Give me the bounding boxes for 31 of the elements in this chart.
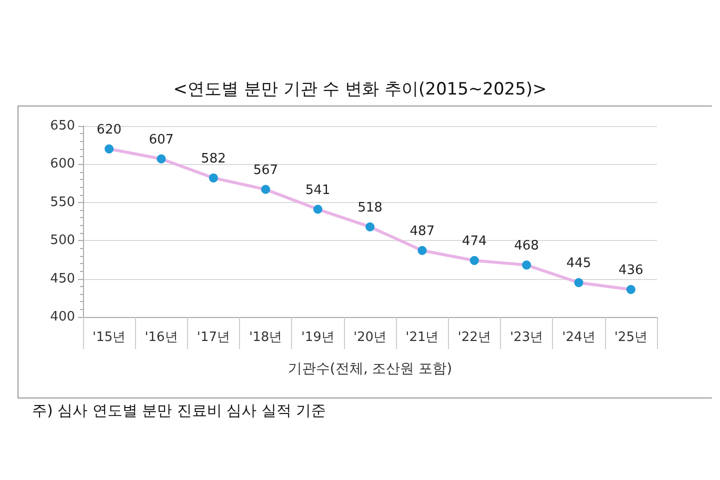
- y-tick-label: 500: [50, 233, 75, 248]
- data-label: 567: [253, 162, 278, 178]
- x-tick-label: '24년: [562, 330, 596, 345]
- x-tick-label: '20년: [353, 330, 387, 345]
- y-tick-label: 650: [50, 118, 75, 134]
- x-tick-label: '17년: [196, 330, 230, 345]
- data-label: 436: [618, 262, 644, 278]
- x-tick-label: '18년: [249, 330, 282, 345]
- y-tick-label: 450: [50, 271, 75, 286]
- y-tick-label: 400: [50, 310, 75, 324]
- data-label: 518: [358, 200, 382, 216]
- data-label: 474: [462, 234, 487, 249]
- data-label: 582: [201, 151, 226, 166]
- x-tick-label: '19년: [301, 330, 334, 345]
- text: 주) 심사 연도별 분만 진료비 심사 실적 기준: [32, 402, 326, 420]
- data-label: 620: [96, 122, 122, 138]
- y-tick-label: 550: [50, 194, 75, 210]
- data-label: 541: [305, 182, 330, 198]
- x-tick-label: '15년: [92, 330, 126, 345]
- data-label: 445: [566, 256, 592, 272]
- data-label: 607: [148, 132, 174, 148]
- x-tick-label: '25년: [614, 330, 648, 345]
- chart-title: <연도별 분만 기관 수 변화 추이(2015~2025)>: [173, 80, 547, 100]
- x-axis-title: 기관수(전체, 조산원 포함): [288, 361, 452, 377]
- data-label: 468: [514, 238, 539, 254]
- data-label: 487: [410, 224, 435, 240]
- x-tick-label: '23년: [510, 330, 544, 345]
- x-tick-label: '21년: [406, 330, 439, 345]
- x-tick-label: '16년: [144, 330, 178, 345]
- x-tick-label: '22년: [458, 330, 491, 345]
- y-tick-label: 600: [50, 156, 75, 172]
